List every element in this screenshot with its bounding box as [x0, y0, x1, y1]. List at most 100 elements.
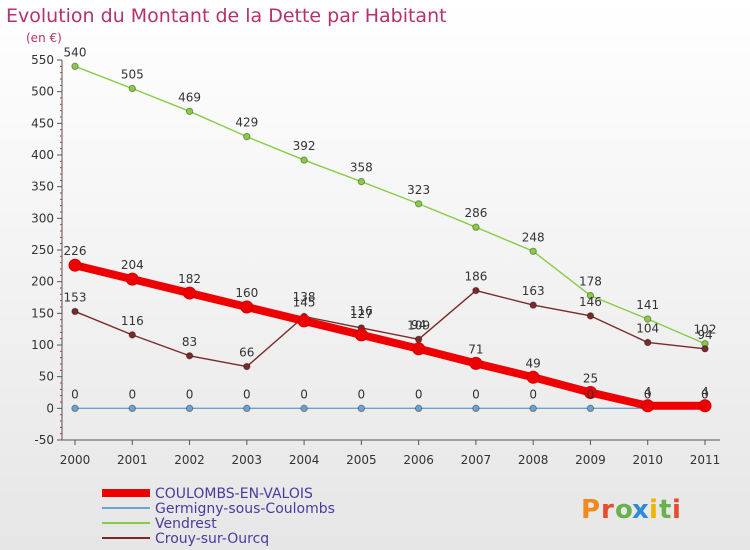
x-tick-label: 2010 [632, 453, 663, 467]
data-label: 153 [64, 290, 87, 304]
data-label: 116 [121, 314, 144, 328]
legend-label: Vendrest [155, 516, 217, 532]
x-tick-label: 2003 [232, 453, 263, 467]
data-label: 186 [464, 270, 487, 284]
data-label: 0 [186, 387, 194, 401]
data-label: 71 [468, 342, 483, 356]
data-label: 104 [636, 321, 659, 335]
data-point [698, 399, 712, 413]
data-point [357, 177, 366, 186]
data-label: 109 [407, 318, 430, 332]
logo-letter: P [581, 495, 600, 525]
y-tick-label: 450 [31, 116, 54, 130]
data-point [71, 307, 79, 316]
y-tick-label: 50 [39, 370, 54, 384]
data-point [240, 300, 254, 314]
x-tick-label: 2009 [575, 453, 606, 467]
data-point [300, 404, 308, 413]
chart-title: Evolution du Montant de la Dette par Hab… [6, 5, 447, 27]
data-label: 141 [636, 298, 659, 312]
y-tick-label: 100 [31, 338, 54, 352]
data-point [357, 404, 366, 413]
data-label: 138 [293, 290, 316, 304]
data-point [412, 342, 426, 356]
x-tick-label: 2011 [690, 453, 721, 467]
data-label: 0 [128, 387, 136, 401]
data-label: 204 [121, 258, 144, 272]
data-point [583, 386, 597, 399]
data-label: 0 [358, 387, 366, 401]
data-label: 160 [235, 286, 258, 300]
logo-letter: x [632, 495, 649, 525]
data-point [701, 345, 709, 353]
data-label: 146 [579, 295, 602, 309]
data-point [586, 312, 595, 320]
legend-label: Crouy-sur-Ourcq [155, 531, 269, 547]
data-point [644, 315, 652, 323]
data-label: 49 [526, 356, 541, 370]
data-label: 25 [583, 372, 598, 386]
data-label: 163 [522, 284, 545, 298]
logo-letter: i [649, 495, 658, 525]
data-point [125, 272, 139, 286]
data-label: 94 [697, 328, 712, 342]
data-point [414, 200, 423, 208]
data-point [243, 362, 251, 371]
data-point [183, 286, 197, 300]
data-label: 469 [178, 90, 201, 104]
logo-letter: t [659, 495, 671, 525]
data-point [529, 247, 537, 255]
data-label: 4 [644, 385, 652, 399]
data-label: 102 [694, 323, 717, 337]
data-point [128, 84, 136, 93]
data-label: 94 [411, 318, 426, 332]
series-line [74, 289, 706, 368]
series-layer [68, 62, 712, 413]
y-tick-label: 200 [31, 275, 54, 289]
data-label: 0 [644, 387, 652, 401]
data-point [185, 107, 194, 116]
series-germigny-sous-coulombs [71, 404, 709, 413]
data-point [586, 404, 595, 413]
data-point [414, 335, 423, 343]
data-point [641, 399, 655, 413]
data-point [128, 331, 136, 339]
data-label: 0 [71, 387, 79, 401]
logo-letter: i [672, 495, 681, 525]
data-point [185, 352, 194, 360]
data-point [243, 404, 251, 413]
x-tick-label: 2007 [461, 453, 492, 467]
data-label: 4 [701, 385, 709, 399]
data-label: 248 [522, 230, 545, 244]
series-line [74, 65, 706, 345]
y-tick-label: 250 [31, 243, 54, 257]
y-tick-label: 350 [31, 180, 54, 194]
data-point [472, 223, 480, 231]
data-label: 116 [350, 304, 373, 318]
data-label: 0 [243, 387, 251, 401]
data-point [644, 338, 652, 347]
data-label: 178 [579, 275, 602, 289]
data-point [68, 258, 82, 272]
data-label: 286 [464, 206, 487, 220]
data-label: 83 [182, 335, 197, 349]
x-tick-label: 2006 [403, 453, 434, 467]
x-tick-label: 2002 [174, 453, 205, 467]
x-tick-label: 2008 [518, 453, 549, 467]
legend-label: COULOMBS-EN-VALOIS [155, 486, 313, 502]
data-point [354, 328, 368, 342]
data-label: 145 [293, 296, 316, 310]
series-crouy-sur-ourcq [71, 286, 709, 371]
data-point [297, 314, 311, 328]
y-tick-label: 0 [46, 401, 54, 415]
data-point [300, 156, 308, 164]
data-point [526, 370, 540, 384]
axes: -500501001502002503003504004505005502000… [31, 53, 720, 467]
logo-letter: o [615, 495, 633, 525]
data-point [586, 291, 595, 300]
data-label: 0 [701, 387, 709, 401]
y-tick-label: 400 [31, 148, 54, 162]
data-label: 323 [407, 183, 430, 197]
